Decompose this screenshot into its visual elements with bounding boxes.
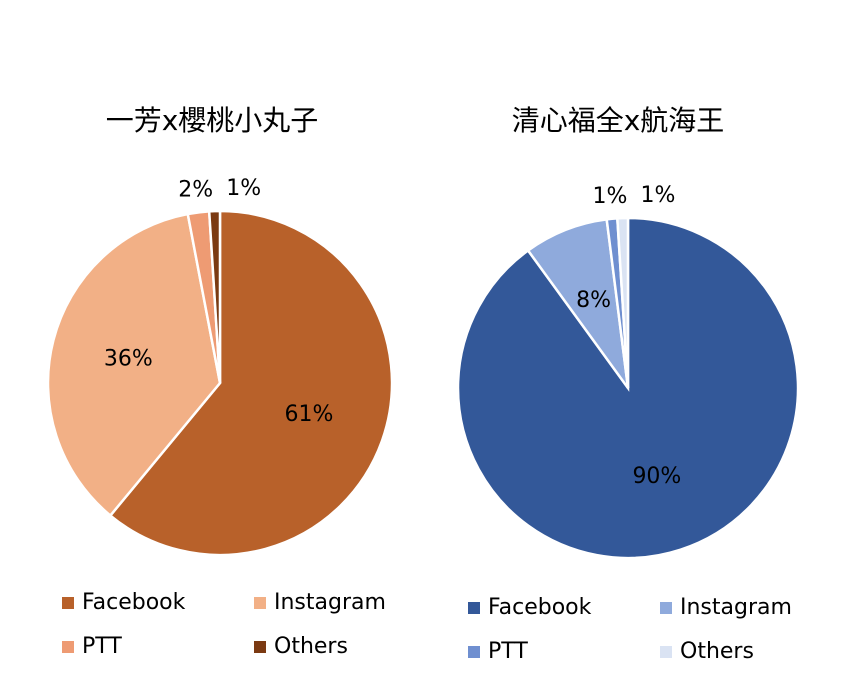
legend-swatch bbox=[468, 602, 480, 614]
pie-slice bbox=[615, 216, 630, 389]
legend-swatch bbox=[468, 646, 480, 658]
pie-slice bbox=[108, 209, 394, 557]
pie-slice bbox=[46, 212, 222, 518]
legend-swatch bbox=[254, 641, 266, 653]
legend-label: PTT bbox=[82, 634, 122, 659]
data-label: 1% bbox=[226, 176, 261, 201]
data-label: 90% bbox=[632, 464, 681, 489]
data-label: 8% bbox=[576, 288, 611, 313]
legend-label: Others bbox=[680, 639, 754, 664]
data-label: 1% bbox=[640, 183, 675, 208]
data-label: 1% bbox=[592, 184, 627, 209]
legend-label: Instagram bbox=[274, 590, 386, 615]
legend-swatch bbox=[660, 646, 672, 658]
pie-slice bbox=[456, 216, 800, 560]
data-label: 61% bbox=[285, 402, 334, 427]
chart-title: 一芳x櫻桃小丸子 bbox=[106, 104, 319, 137]
legend-swatch bbox=[62, 641, 74, 653]
legend-label: Instagram bbox=[680, 595, 792, 620]
pie-slice bbox=[207, 209, 222, 384]
legend-label: Facebook bbox=[82, 590, 186, 615]
chart-title: 清心福全x航海王 bbox=[512, 104, 725, 137]
legend-label: PTT bbox=[488, 639, 528, 664]
legend-swatch bbox=[660, 602, 672, 614]
legend-swatch bbox=[62, 597, 74, 609]
legend-label: Others bbox=[274, 634, 348, 659]
data-label: 2% bbox=[178, 178, 213, 203]
legend-swatch bbox=[254, 597, 266, 609]
data-label: 36% bbox=[104, 346, 153, 371]
legend-label: Facebook bbox=[488, 595, 592, 620]
